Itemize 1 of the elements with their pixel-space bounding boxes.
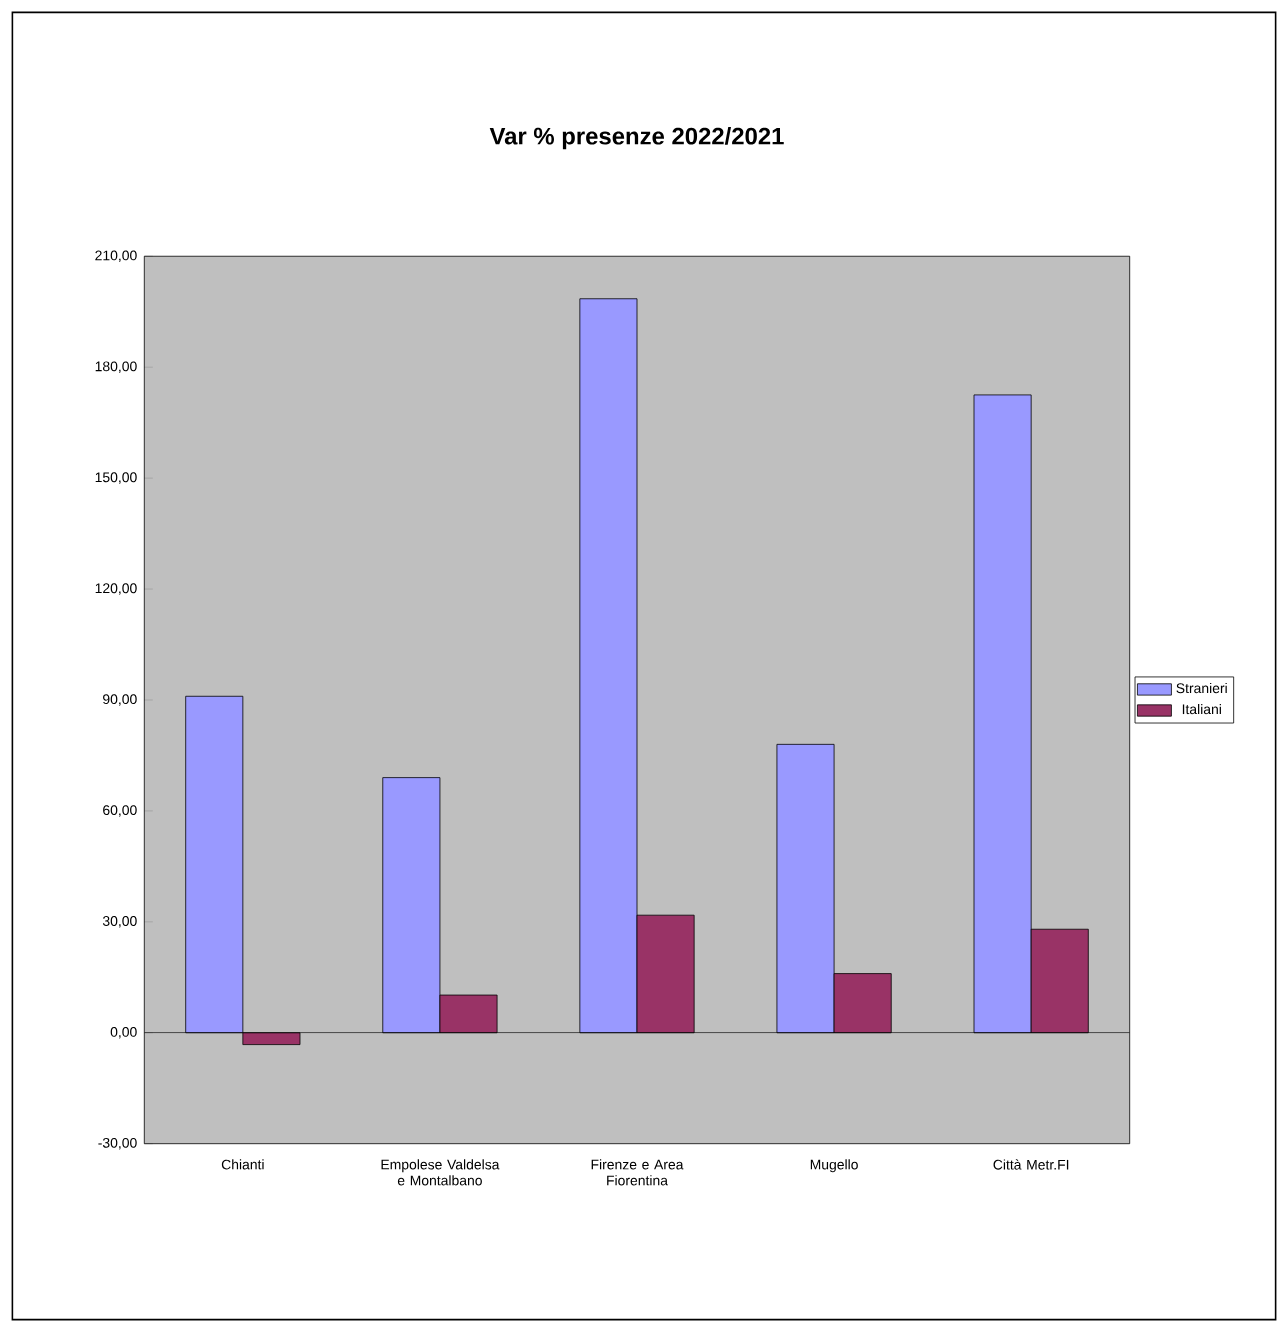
chart-title: Var % presenze 2022/2021 (489, 127, 784, 150)
